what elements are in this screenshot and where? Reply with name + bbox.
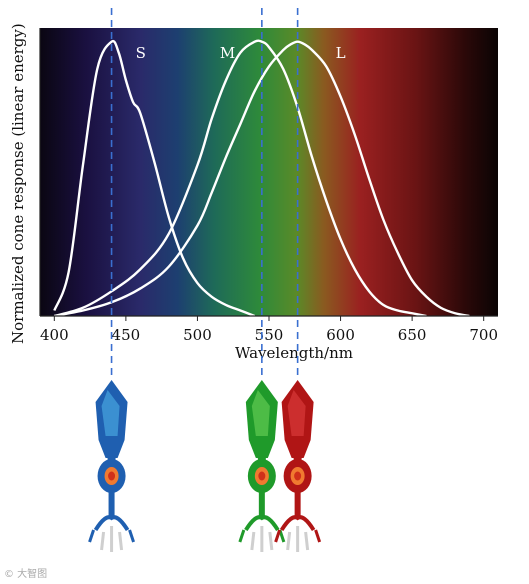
series-label-S: S bbox=[136, 44, 146, 62]
cone-axon bbox=[258, 492, 265, 518]
cone-highlight bbox=[251, 390, 270, 436]
x-tick-label: 500 bbox=[183, 326, 212, 344]
cone-highlight bbox=[101, 390, 120, 436]
series-label-M: M bbox=[220, 44, 235, 62]
cone-terminals bbox=[250, 526, 274, 552]
cone-pedicle bbox=[93, 515, 130, 532]
cone-pedicle bbox=[279, 515, 316, 532]
cone-pedicle bbox=[244, 515, 280, 532]
x-tick-label: 700 bbox=[469, 326, 498, 344]
series-label-L: L bbox=[336, 44, 346, 62]
cone-cell-S bbox=[88, 380, 135, 552]
cone-terminals bbox=[286, 526, 310, 552]
cone-highlight bbox=[287, 390, 306, 436]
x-tick-label: 550 bbox=[255, 326, 284, 344]
x-tick-label: 450 bbox=[112, 326, 141, 344]
y-axis-label: Normalized cone response (linear energy) bbox=[9, 23, 27, 344]
cone-nucleolus bbox=[258, 471, 266, 481]
x-tick-label: 650 bbox=[398, 326, 427, 344]
cone-axon bbox=[294, 492, 301, 518]
x-tick-label: 600 bbox=[326, 326, 355, 344]
spectrum-background bbox=[40, 28, 498, 316]
cone-nucleolus bbox=[108, 471, 116, 481]
cone-dendrites bbox=[274, 529, 322, 543]
cone-terminals bbox=[100, 526, 124, 552]
x-axis-label: Wavelength/nm bbox=[235, 344, 353, 362]
cone-cell-M bbox=[238, 380, 286, 552]
cone-nucleolus bbox=[294, 471, 302, 481]
series-line-L bbox=[54, 40, 470, 318]
cone-axon bbox=[108, 492, 115, 518]
cone-dendrites bbox=[88, 529, 135, 543]
series-line-M bbox=[53, 39, 427, 318]
x-tick-label: 400 bbox=[40, 326, 69, 344]
series-line-S bbox=[53, 39, 256, 318]
cone-cell-L bbox=[274, 380, 322, 552]
watermark: © 大智图 bbox=[4, 569, 48, 580]
